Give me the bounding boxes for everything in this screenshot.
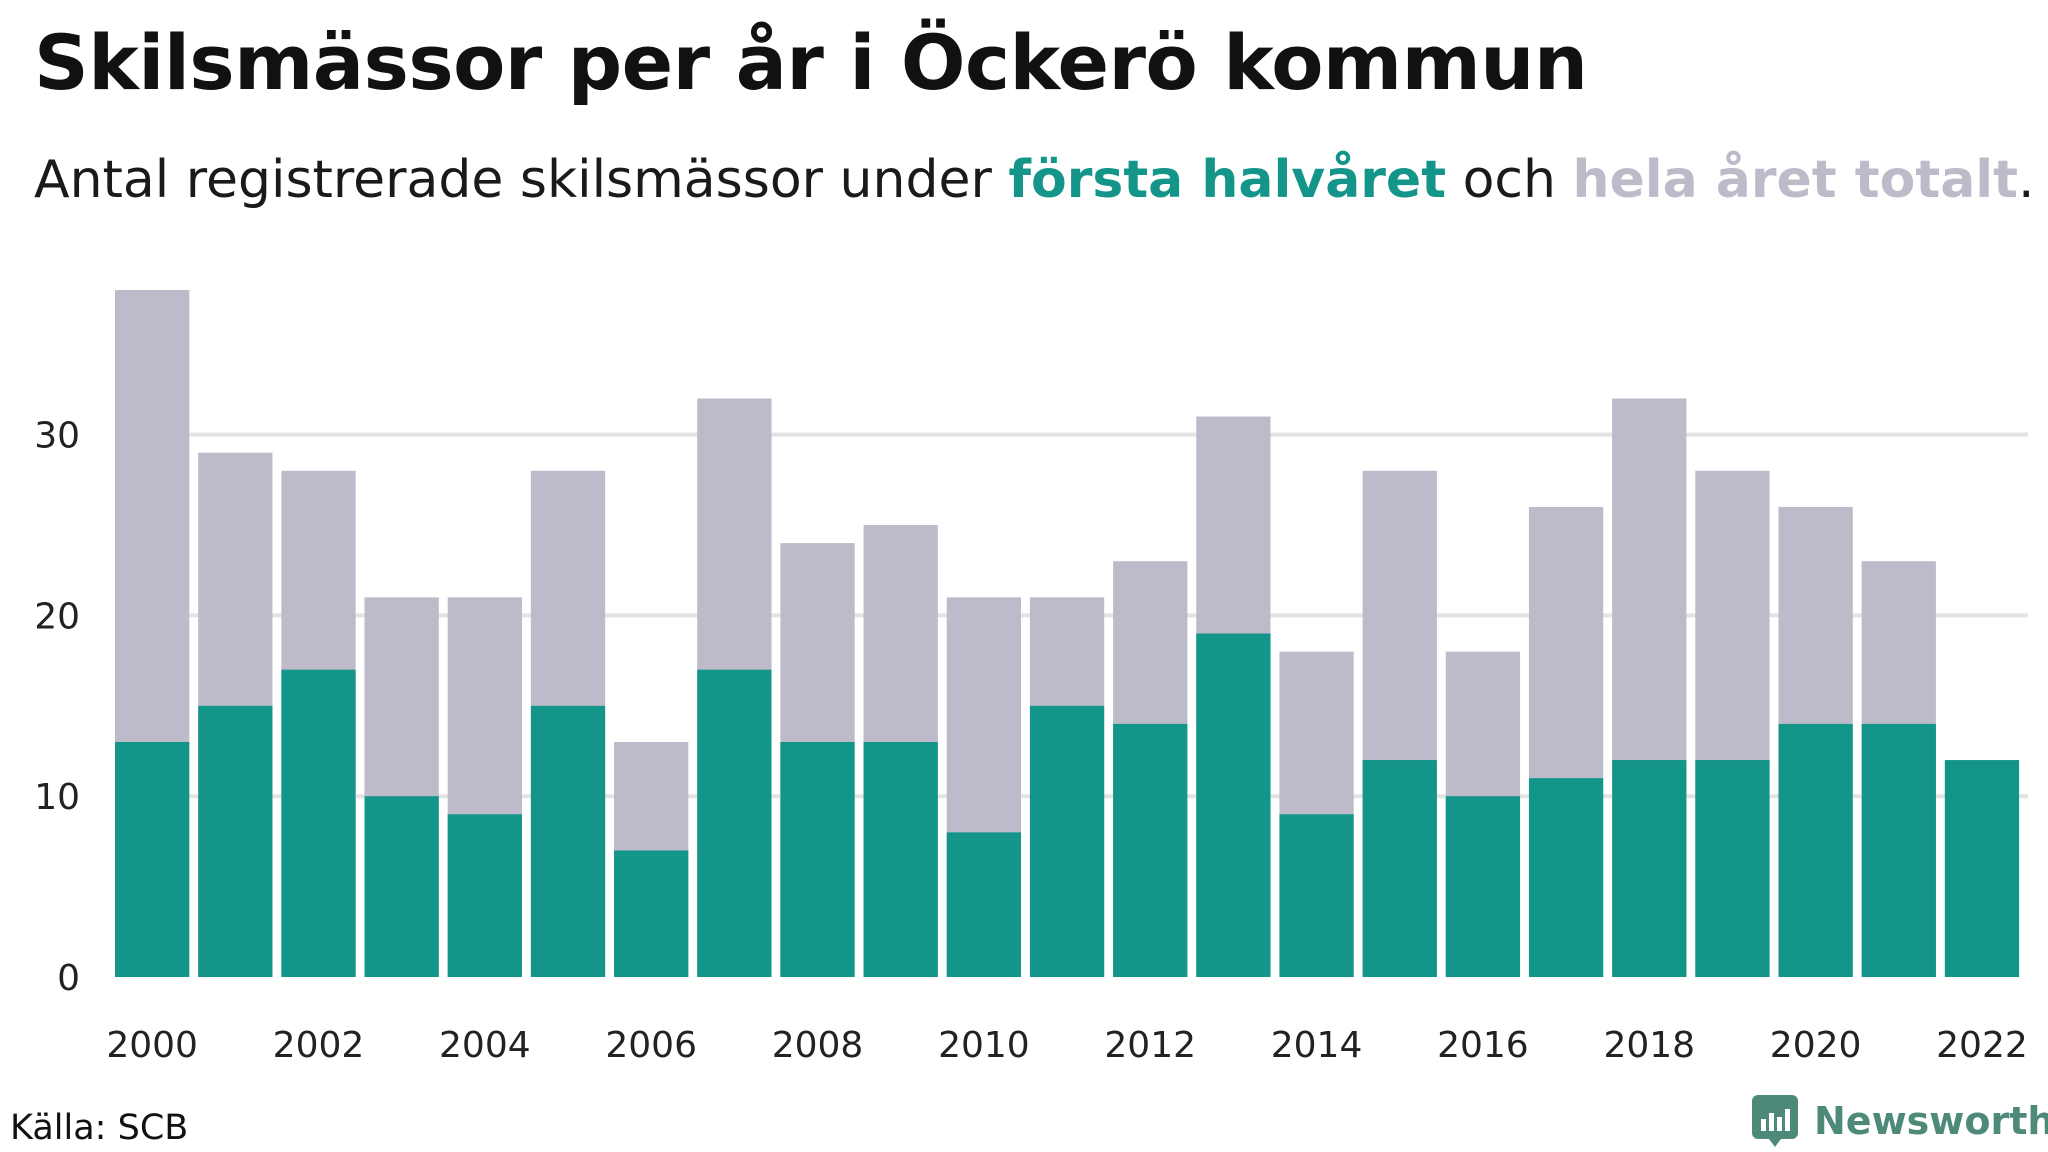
bar-first-half-2008 xyxy=(780,741,855,977)
x-tick-2014: 2014 xyxy=(1271,1025,1363,1066)
bar-first-half-2001 xyxy=(198,705,273,977)
x-tick-2012: 2012 xyxy=(1104,1025,1196,1066)
x-axis-ticks: 2000 2002 2004 2006 2008 2010 2012 2014 2016 2018… xyxy=(106,1025,2027,1066)
bar-first-half-2005 xyxy=(530,705,606,977)
newsworthy-logo: Newsworthy xyxy=(1752,1095,2048,1147)
bars xyxy=(115,290,2020,978)
bar-first-half-2004 xyxy=(447,814,522,977)
chart-title: Skilsmässor per år i Öckerö kommun xyxy=(34,18,1588,107)
newsworthy-logo-icon xyxy=(1752,1095,1798,1147)
bar-first-half-2012 xyxy=(1113,723,1188,977)
bar-first-half-2009 xyxy=(863,741,938,977)
bar-first-half-2019 xyxy=(1695,760,1770,977)
bar-first-half-2002 xyxy=(281,669,356,977)
source-note: Källa: SCB xyxy=(10,1108,189,1148)
x-tick-2018: 2018 xyxy=(1603,1025,1695,1066)
y-axis-ticks: 0 10 20 30 xyxy=(34,416,80,999)
bar-first-half-2017 xyxy=(1528,778,1604,977)
bar-first-half-2016 xyxy=(1445,796,1521,977)
subtitle-mid: och xyxy=(1446,150,1573,210)
x-tick-2020: 2020 xyxy=(1770,1025,1862,1066)
legend-first-half: första halvåret xyxy=(1008,150,1447,210)
bar-first-half-2021 xyxy=(1861,723,1936,977)
bar-first-half-2020 xyxy=(1778,723,1853,977)
legend-full-year: hela året totalt xyxy=(1572,150,2018,210)
x-tick-2016: 2016 xyxy=(1437,1025,1529,1066)
chart-subtitle: Antal registrerade skilsmässor under för… xyxy=(34,150,2035,210)
bar-first-half-2014 xyxy=(1279,814,1354,977)
x-tick-2000: 2000 xyxy=(106,1025,198,1066)
x-tick-2022: 2022 xyxy=(1936,1025,2028,1066)
bar-first-half-2015 xyxy=(1362,760,1437,977)
bar-first-half-2000 xyxy=(115,741,190,977)
x-tick-2002: 2002 xyxy=(273,1025,365,1066)
bar-first-half-2003 xyxy=(364,796,439,977)
bar-first-half-2011 xyxy=(1029,705,1105,977)
y-tick-10: 10 xyxy=(34,777,80,818)
x-tick-2004: 2004 xyxy=(439,1025,531,1066)
x-tick-2008: 2008 xyxy=(772,1025,864,1066)
bar-first-half-2006 xyxy=(614,850,689,977)
bar-first-half-2013 xyxy=(1196,633,1271,977)
logo-text: Newsworthy xyxy=(1814,1099,2048,1143)
bar-first-half-2010 xyxy=(946,832,1022,977)
x-tick-2010: 2010 xyxy=(938,1025,1030,1066)
y-tick-0: 0 xyxy=(57,958,80,999)
y-tick-20: 20 xyxy=(34,596,80,637)
bar-first-half-2007 xyxy=(697,669,772,977)
x-tick-2006: 2006 xyxy=(605,1025,697,1066)
bar-first-half-2022 xyxy=(1944,760,2020,977)
bar-first-half-2018 xyxy=(1612,760,1687,977)
y-tick-30: 30 xyxy=(34,416,80,457)
subtitle-suffix: . xyxy=(2017,150,2035,210)
subtitle-prefix: Antal registrerade skilsmässor under xyxy=(34,150,1009,210)
